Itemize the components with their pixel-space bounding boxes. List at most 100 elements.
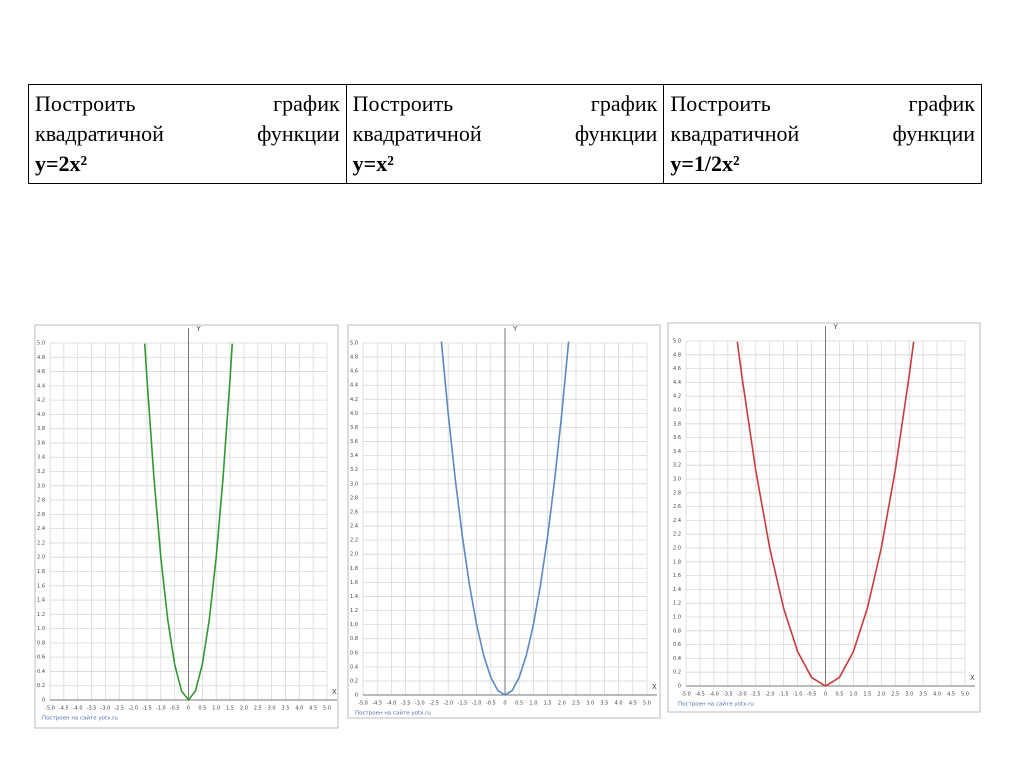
y-tick-label: 2.4 bbox=[350, 524, 358, 530]
x-tick-label: 5.0 bbox=[323, 706, 331, 712]
x-tick-label: 2.0 bbox=[877, 692, 885, 698]
x-tick-label: 1.0 bbox=[212, 706, 220, 712]
x-tick-label: 4.0 bbox=[295, 706, 303, 712]
x-tick-label: 0.5 bbox=[515, 701, 523, 707]
y-tick-label: 2.2 bbox=[37, 540, 45, 546]
y-tick-label: 5.0 bbox=[673, 339, 681, 345]
y-tick-label: 0.4 bbox=[673, 656, 681, 662]
x-axis-label: X bbox=[970, 674, 975, 682]
credit: Построен на сайте yotx.ru bbox=[678, 701, 754, 708]
x-tick-label: -3.0 bbox=[737, 692, 747, 698]
x-tick-label: 4.5 bbox=[309, 706, 317, 712]
y-tick-label: 1.8 bbox=[350, 566, 358, 572]
y-tick-label: 4.0 bbox=[350, 411, 358, 417]
x-tick-label: -2.5 bbox=[114, 706, 124, 712]
x-tick-label: -5.0 bbox=[358, 701, 368, 707]
y-tick-label: 1.2 bbox=[673, 601, 681, 607]
formula: y=1/2x² bbox=[670, 151, 740, 176]
x-tick-label: -0.5 bbox=[486, 701, 496, 707]
x-tick-label: -2.5 bbox=[429, 701, 439, 707]
x-tick-label: -3.5 bbox=[87, 706, 97, 712]
x-tick-label: 4.0 bbox=[615, 701, 623, 707]
y-tick-label: 3.2 bbox=[350, 467, 358, 473]
y-tick-label: 4.6 bbox=[37, 369, 45, 375]
y-tick-label: 0.6 bbox=[673, 642, 681, 648]
y-tick-label: 1.4 bbox=[673, 587, 681, 593]
x-tick-label: 3.0 bbox=[586, 701, 594, 707]
y-tick-label: 4.8 bbox=[673, 352, 681, 358]
y-tick-label: 0.8 bbox=[37, 640, 45, 646]
x-tick-label: -3.0 bbox=[415, 701, 425, 707]
y-tick-label: 0.6 bbox=[350, 650, 358, 656]
y-tick-label: 3.2 bbox=[37, 469, 45, 475]
y-tick-label: 3.6 bbox=[350, 439, 358, 445]
x-tick-label: -4.0 bbox=[387, 701, 397, 707]
y-tick-label: 2.6 bbox=[673, 504, 681, 510]
y-tick-label: 3.0 bbox=[37, 483, 45, 489]
x-tick-label: -1.0 bbox=[793, 692, 803, 698]
y-tick-label: 3.8 bbox=[37, 426, 45, 432]
x-tick-label: 2.5 bbox=[254, 706, 262, 712]
y-tick-label: 5.0 bbox=[37, 341, 45, 347]
x-tick-label: 0.5 bbox=[198, 706, 206, 712]
y-tick-label: 0 bbox=[42, 698, 45, 704]
x-tick-label: -3.5 bbox=[401, 701, 411, 707]
chart-frame bbox=[347, 324, 661, 719]
y-tick-label: 2.0 bbox=[673, 546, 681, 552]
x-tick-label: 3.5 bbox=[919, 692, 927, 698]
y-tick-label: 4.2 bbox=[37, 398, 45, 404]
y-axis-label: Y bbox=[512, 325, 518, 333]
x-tick-label: 1.5 bbox=[544, 701, 552, 707]
y-tick-label: 2.8 bbox=[350, 495, 358, 501]
y-tick-label: 2.2 bbox=[350, 538, 358, 544]
y-tick-label: 2.2 bbox=[673, 532, 681, 538]
y-tick-label: 0.2 bbox=[37, 683, 45, 689]
y-tick-label: 4.4 bbox=[673, 380, 681, 386]
y-tick-label: 0 bbox=[355, 693, 358, 699]
y-tick-label: 4.4 bbox=[37, 383, 45, 389]
y-tick-label: 4.2 bbox=[673, 394, 681, 400]
x-tick-label: 1.5 bbox=[226, 706, 234, 712]
y-tick-label: 3.0 bbox=[350, 481, 358, 487]
y-tick-label: 4.8 bbox=[350, 355, 358, 361]
y-tick-label: 2.6 bbox=[37, 512, 45, 518]
credit: Построен на сайте yotx.ru bbox=[355, 710, 431, 717]
y-tick-label: 4.6 bbox=[350, 369, 358, 375]
y-tick-label: 1.6 bbox=[37, 583, 45, 589]
x-tick-label: -0.5 bbox=[170, 706, 180, 712]
x-tick-label: -4.0 bbox=[709, 692, 719, 698]
y-tick-label: 1.2 bbox=[37, 612, 45, 618]
x-tick-label: -2.0 bbox=[128, 706, 138, 712]
formula: y=2x² bbox=[35, 151, 88, 176]
cell: Построить график квадратичной функции y=1… bbox=[663, 84, 982, 184]
y-tick-label: 2.8 bbox=[673, 490, 681, 496]
x-tick-label: 2.0 bbox=[558, 701, 566, 707]
x-axis-label: X bbox=[332, 688, 337, 696]
y-tick-label: 2.4 bbox=[37, 526, 45, 532]
x-tick-label: 4.5 bbox=[629, 701, 637, 707]
y-axis-label: Y bbox=[833, 323, 839, 331]
cell-text: Построить график квадратичной функции bbox=[35, 91, 340, 146]
chart-frame bbox=[667, 322, 981, 713]
y-tick-label: 3.4 bbox=[37, 455, 45, 461]
cell: Построить график квадратичной функции y=x… bbox=[345, 84, 665, 184]
x-tick-label: 3.5 bbox=[600, 701, 608, 707]
y-axis-label: Y bbox=[196, 325, 202, 333]
x-tick-label: -4.5 bbox=[59, 706, 69, 712]
x-tick-label: -2.0 bbox=[765, 692, 775, 698]
x-tick-label: -1.5 bbox=[142, 706, 152, 712]
x-tick-label: 1.0 bbox=[529, 701, 537, 707]
y-tick-label: 3.8 bbox=[673, 421, 681, 427]
y-tick-label: 0.6 bbox=[37, 655, 45, 661]
y-tick-label: 3.4 bbox=[673, 449, 681, 455]
y-tick-label: 1.4 bbox=[37, 598, 45, 604]
y-tick-label: 3.2 bbox=[673, 463, 681, 469]
y-tick-label: 2.6 bbox=[350, 509, 358, 515]
y-tick-label: 3.0 bbox=[673, 477, 681, 483]
x-tick-label: 2.0 bbox=[240, 706, 248, 712]
x-tick-label: -1.0 bbox=[472, 701, 482, 707]
y-tick-label: 1.0 bbox=[673, 615, 681, 621]
y-tick-label: 0.8 bbox=[350, 636, 358, 642]
y-tick-label: 4.4 bbox=[350, 383, 358, 389]
